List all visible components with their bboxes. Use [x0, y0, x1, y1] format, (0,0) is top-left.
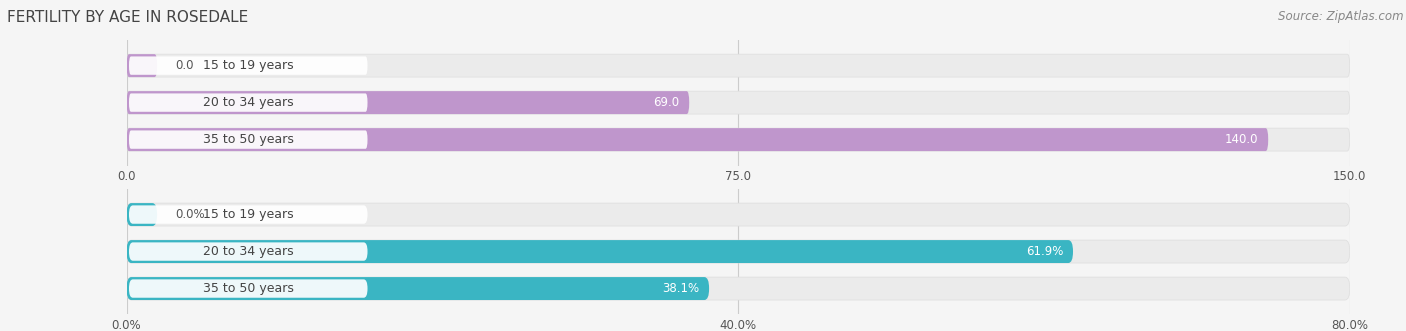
FancyBboxPatch shape	[127, 128, 1350, 151]
FancyBboxPatch shape	[127, 277, 1350, 300]
FancyBboxPatch shape	[127, 240, 1350, 263]
FancyBboxPatch shape	[127, 128, 1268, 151]
FancyBboxPatch shape	[129, 242, 367, 261]
Text: 35 to 50 years: 35 to 50 years	[202, 133, 294, 146]
FancyBboxPatch shape	[127, 54, 157, 77]
FancyBboxPatch shape	[127, 277, 709, 300]
Text: FERTILITY BY AGE IN ROSEDALE: FERTILITY BY AGE IN ROSEDALE	[7, 10, 249, 25]
Text: 61.9%: 61.9%	[1026, 245, 1063, 258]
Text: 38.1%: 38.1%	[662, 282, 699, 295]
FancyBboxPatch shape	[129, 279, 367, 298]
FancyBboxPatch shape	[127, 203, 157, 226]
FancyBboxPatch shape	[129, 93, 367, 112]
Text: 20 to 34 years: 20 to 34 years	[202, 245, 294, 258]
Text: 20 to 34 years: 20 to 34 years	[202, 96, 294, 109]
Text: 0.0: 0.0	[176, 59, 194, 72]
Text: 0.0%: 0.0%	[176, 208, 205, 221]
Text: Source: ZipAtlas.com: Source: ZipAtlas.com	[1278, 10, 1403, 23]
Text: 15 to 19 years: 15 to 19 years	[202, 59, 294, 72]
Text: 15 to 19 years: 15 to 19 years	[202, 208, 294, 221]
FancyBboxPatch shape	[127, 54, 1350, 77]
FancyBboxPatch shape	[127, 240, 1073, 263]
Text: 69.0: 69.0	[654, 96, 679, 109]
FancyBboxPatch shape	[129, 206, 367, 224]
FancyBboxPatch shape	[129, 57, 367, 75]
FancyBboxPatch shape	[127, 91, 1350, 114]
FancyBboxPatch shape	[129, 130, 367, 149]
FancyBboxPatch shape	[127, 203, 1350, 226]
Text: 140.0: 140.0	[1225, 133, 1258, 146]
Text: 35 to 50 years: 35 to 50 years	[202, 282, 294, 295]
FancyBboxPatch shape	[127, 91, 689, 114]
